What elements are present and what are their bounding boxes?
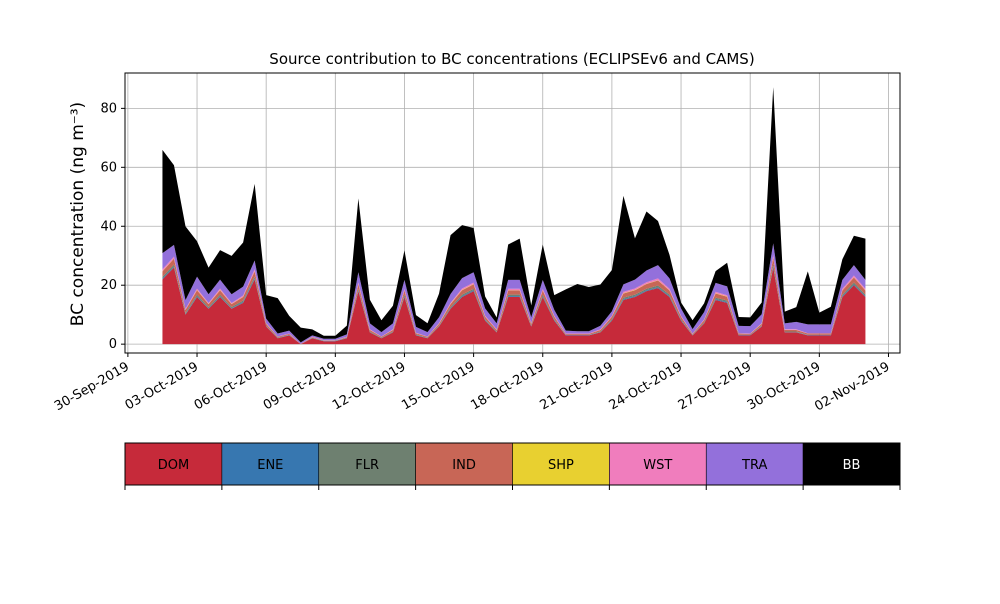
stacked-areas <box>162 87 866 345</box>
legend-label-flr: FLR <box>355 458 379 473</box>
x-tick-label: 27-Oct-2019 <box>676 359 754 413</box>
legend-swatch-dom <box>124 442 223 486</box>
y-tick-label: 40 <box>100 219 117 234</box>
x-tick-label: 24-Oct-2019 <box>607 359 685 413</box>
legend-colorbar: DOM ENE FLR IND SHP WST TRA BB <box>124 442 901 490</box>
y-tick-label: 0 <box>109 337 117 352</box>
legend-label-tra: TRA <box>741 458 767 473</box>
x-tick-label: 30-Oct-2019 <box>745 359 823 413</box>
legend-swatch-tra <box>705 442 804 486</box>
y-tick-label: 80 <box>100 101 117 116</box>
x-tick-label: 18-Oct-2019 <box>468 359 546 413</box>
legend-label-dom: DOM <box>158 458 189 473</box>
area-dom <box>162 267 866 345</box>
plot-frame <box>124 72 901 354</box>
legend-label-ene: ENE <box>257 458 283 473</box>
x-axis-ticks: 30-Sep-201903-Oct-201906-Oct-201909-Oct-… <box>52 353 892 414</box>
x-tick-label: 06-Oct-2019 <box>192 359 270 413</box>
x-tick-label: 03-Oct-2019 <box>123 359 201 413</box>
legend-swatch-wst <box>609 442 707 486</box>
y-axis-label: BC concentration (ng m⁻³) <box>68 102 88 326</box>
y-tick-label: 20 <box>100 278 117 293</box>
legend-label-wst: WST <box>643 458 672 473</box>
area-bb <box>162 87 866 343</box>
x-tick-label: 30-Sep-2019 <box>52 359 132 414</box>
legend-label-shp: SHP <box>548 458 574 473</box>
x-tick-label: 09-Oct-2019 <box>261 359 339 413</box>
y-axis-ticks: 0 20 40 60 80 <box>100 101 125 352</box>
x-tick-label: 12-Oct-2019 <box>330 359 408 413</box>
legend-swatch-ind <box>415 442 513 486</box>
x-tick-label: 02-Nov-2019 <box>812 359 892 414</box>
x-tick-label: 21-Oct-2019 <box>538 359 616 413</box>
area-tra <box>162 243 866 344</box>
x-tick-label: 15-Oct-2019 <box>399 359 477 413</box>
y-tick-label: 60 <box>100 160 117 175</box>
legend-swatch-flr <box>318 442 416 486</box>
chart-title: Source contribution to BC concentrations… <box>269 50 754 68</box>
legend-swatch-shp <box>512 442 610 486</box>
legend-label-bb: BB <box>843 458 861 473</box>
legend-label-ind: IND <box>452 458 476 473</box>
